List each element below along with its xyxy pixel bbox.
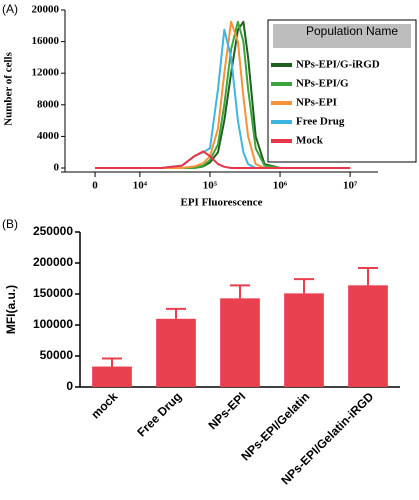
bar [156, 318, 196, 387]
x-tick-label: 0 [92, 180, 98, 192]
x-tick-label: mock [88, 389, 120, 421]
bar [348, 285, 388, 387]
x-tick-label: Free Drug [134, 389, 184, 439]
y-tick-label: 50000 [40, 348, 74, 362]
legend-header [273, 24, 411, 48]
y-axis-label: Number of cells [3, 51, 15, 125]
legend-label: NPs-EPI/G [296, 78, 349, 90]
bar [220, 298, 260, 387]
legend-label: Mock [296, 135, 324, 147]
x-tick-label: 10⁷ [343, 180, 358, 192]
y-tick-label: 16000 [32, 35, 60, 47]
legend-label: NPs-EPI [296, 97, 337, 109]
series-line [95, 150, 351, 169]
x-tick-label: 10⁶ [273, 180, 288, 192]
bar [92, 366, 132, 387]
panel-label: (A) [2, 2, 18, 16]
x-tick-label: 10⁴ [133, 180, 148, 192]
panel-label: (B) [2, 217, 18, 231]
y-tick-label: 12000 [32, 67, 60, 79]
x-tick-label: NPs-EPI/Gelatin [238, 389, 312, 463]
y-tick-label: 250000 [33, 224, 73, 238]
y-tick-label: 0 [66, 379, 73, 393]
y-tick-label: 20000 [32, 4, 60, 16]
x-axis-label: EPI Fluorescence [181, 197, 263, 209]
y-tick-label: 150000 [33, 286, 73, 300]
legend-label: NPs-EPI/G-iRGD [296, 59, 380, 71]
y-tick-label: 200000 [33, 255, 73, 269]
y-axis-label: MFI(a.u.) [4, 285, 18, 334]
y-tick-label: 100000 [33, 317, 73, 331]
x-tick-label: NPs-EPI [205, 389, 248, 432]
legend-title: Population Name [306, 24, 398, 38]
bar [284, 293, 324, 387]
y-tick-label: 4000 [37, 130, 60, 142]
y-tick-label: 0 [54, 162, 60, 174]
legend-label: Free Drug [296, 116, 345, 128]
x-tick-label: 10⁵ [203, 180, 218, 192]
y-tick-label: 8000 [37, 98, 60, 110]
